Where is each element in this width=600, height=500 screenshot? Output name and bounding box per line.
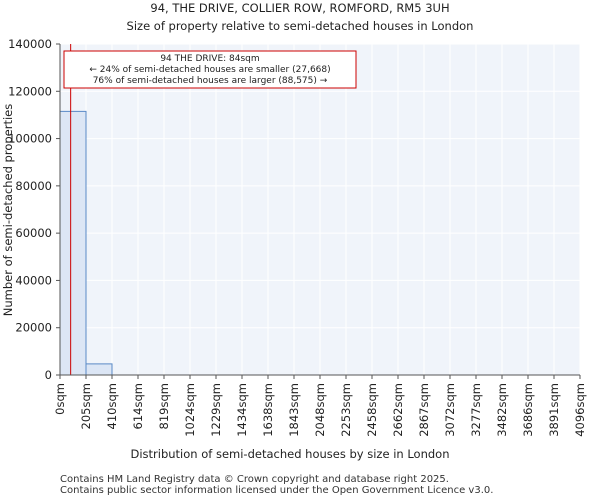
y-tick-label: 80000 [15, 179, 52, 193]
x-tick-label: 4096sqm [573, 383, 587, 437]
x-tick-label: 1434sqm [235, 383, 249, 437]
x-tick-label: 1843sqm [287, 383, 301, 437]
footer: Contains HM Land Registry data © Crown c… [60, 474, 493, 496]
x-axis-label: Distribution of semi-detached houses by … [130, 447, 449, 461]
annotation-line-3: 76% of semi-detached houses are larger (… [93, 76, 328, 86]
y-tick-label: 0 [45, 368, 52, 382]
x-tick-label: 3891sqm [547, 383, 561, 437]
x-tick-label: 2253sqm [339, 383, 353, 437]
x-tick-labels: 0sqm 205sqm 410sqm 614sqm 819sqm 1024sqm 1229s… [53, 383, 587, 437]
y-tick-label: 40000 [15, 273, 52, 287]
x-tick-label: 3277sqm [469, 383, 483, 437]
annotation-line-2: ← 24% of semi-detached houses are smalle… [89, 65, 330, 75]
chart-title: 94, THE DRIVE, COLLIER ROW, ROMFORD, RM5… [150, 1, 449, 15]
x-tick-label: 2458sqm [365, 383, 379, 437]
y-tick-label: 20000 [15, 321, 52, 335]
y-tick-label: 60000 [15, 226, 52, 240]
annotation-border [63, 50, 357, 89]
annotation-box: 94 THE DRIVE: 84sqm ← 24% of semi-detach… [63, 50, 357, 89]
x-tick-label: 1024sqm [183, 383, 197, 437]
x-tick-label: 2662sqm [391, 383, 405, 437]
bar-205sqm [85, 363, 113, 376]
x-tick-label: 205sqm [79, 383, 93, 429]
x-tick-label: 819sqm [157, 383, 171, 429]
bars [59, 110, 113, 376]
y-tick-label: 140000 [8, 37, 52, 51]
footer-line-1: Contains HM Land Registry data © Crown c… [60, 474, 449, 485]
chart-subtitle: Size of property relative to semi-detach… [127, 19, 474, 33]
y-tick-labels: 0 20000 40000 60000 80000 100000 120000 140000 [8, 37, 52, 382]
axes [56, 43, 581, 379]
annotation-line-1: 94 THE DRIVE: 84sqm [160, 54, 259, 64]
y-axis-label: Number of semi-detached properties [1, 104, 15, 316]
x-tick-label: 2048sqm [313, 383, 327, 437]
x-tick-label: 0sqm [53, 383, 67, 415]
x-tick-label: 2867sqm [417, 383, 431, 437]
x-tick-label: 3072sqm [443, 383, 457, 437]
y-tick-label: 120000 [8, 84, 52, 98]
x-tick-label: 3482sqm [495, 383, 509, 437]
x-tick-label: 614sqm [131, 383, 145, 429]
y-tick-label: 100000 [8, 132, 52, 146]
x-tick-label: 3686sqm [521, 383, 535, 437]
footer-line-2: Contains public sector information licen… [60, 485, 494, 496]
x-tick-label: 1638sqm [261, 383, 275, 437]
x-tick-label: 1229sqm [209, 383, 223, 437]
x-tick-label: 410sqm [105, 383, 119, 429]
gridlines [59, 43, 581, 376]
bar-0sqm [59, 110, 87, 376]
